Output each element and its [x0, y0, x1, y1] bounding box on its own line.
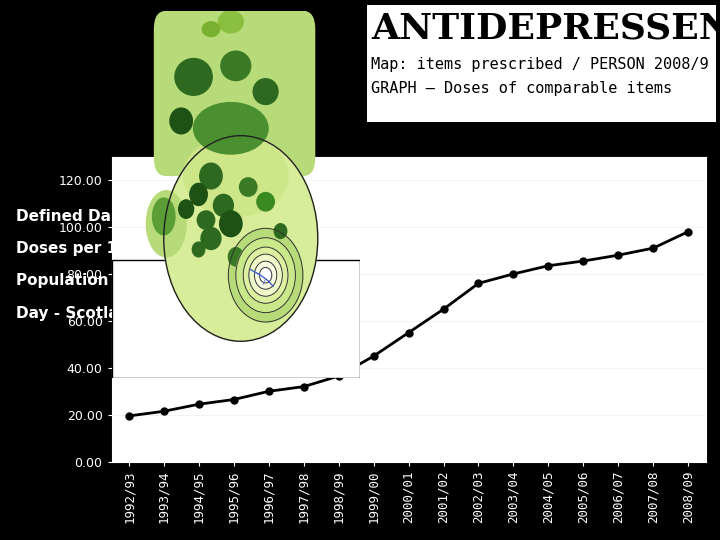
Ellipse shape	[199, 163, 222, 189]
Text: Day - Scotland: Day - Scotland	[16, 306, 140, 321]
Ellipse shape	[192, 242, 204, 257]
Ellipse shape	[236, 238, 295, 313]
Text: Doses per 1000: Doses per 1000	[16, 241, 149, 256]
Ellipse shape	[228, 248, 243, 266]
Ellipse shape	[253, 79, 278, 104]
Text: Population per: Population per	[16, 273, 143, 288]
Text: GRAPH – Doses of comparable items: GRAPH – Doses of comparable items	[371, 81, 672, 96]
Ellipse shape	[274, 224, 287, 239]
Ellipse shape	[218, 11, 243, 33]
Ellipse shape	[243, 247, 288, 303]
Ellipse shape	[175, 58, 212, 95]
Ellipse shape	[170, 108, 192, 134]
Ellipse shape	[213, 194, 233, 217]
Bar	[112, 260, 360, 378]
Ellipse shape	[259, 267, 272, 283]
Ellipse shape	[163, 136, 318, 341]
Ellipse shape	[179, 200, 194, 218]
Ellipse shape	[194, 103, 268, 154]
Ellipse shape	[228, 228, 303, 322]
Ellipse shape	[184, 136, 288, 217]
Ellipse shape	[168, 22, 304, 161]
Ellipse shape	[254, 261, 276, 289]
Ellipse shape	[190, 184, 207, 205]
Ellipse shape	[146, 191, 186, 257]
Ellipse shape	[202, 22, 220, 37]
Ellipse shape	[257, 193, 274, 211]
Ellipse shape	[197, 211, 215, 230]
Ellipse shape	[240, 178, 257, 196]
Ellipse shape	[249, 254, 282, 296]
FancyBboxPatch shape	[154, 11, 315, 176]
Text: Defined Daily: Defined Daily	[16, 208, 131, 224]
Text: Map: items prescribed / PERSON 2008/9: Map: items prescribed / PERSON 2008/9	[371, 57, 708, 72]
Text: ANTIDEPRESSENTS: ANTIDEPRESSENTS	[371, 12, 720, 46]
Ellipse shape	[201, 227, 221, 249]
Ellipse shape	[220, 211, 242, 237]
Ellipse shape	[153, 198, 175, 235]
Ellipse shape	[221, 51, 251, 80]
